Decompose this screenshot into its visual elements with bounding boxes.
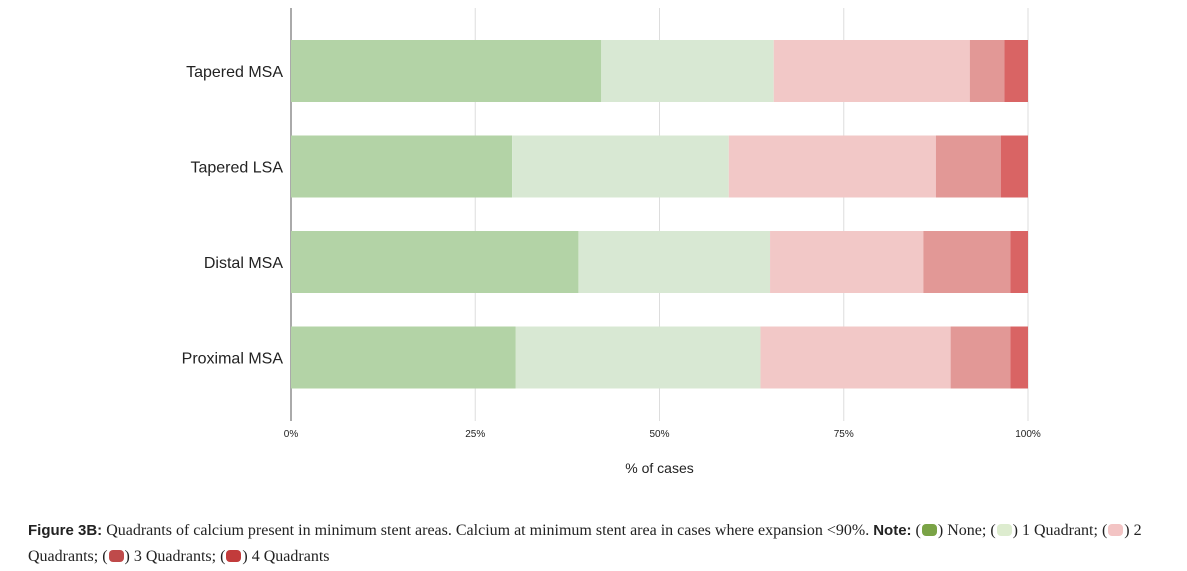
x-tick-label: 100%: [1015, 429, 1041, 440]
bar-segment-none: [291, 40, 602, 102]
legend-swatch: [921, 524, 937, 536]
legend-item: () None;: [915, 522, 991, 539]
legend-label: 1 Quadrant: [1021, 522, 1094, 539]
category-label: Distal MSA: [204, 255, 283, 272]
legend-item: () 2 Quadrants;: [28, 522, 1142, 565]
bar-segment-none: [291, 231, 579, 293]
bar-segment-4-quadrants: [1010, 231, 1028, 293]
bar-segment-3-quadrants: [923, 231, 1011, 293]
bar-segment-3-quadrants: [950, 326, 1011, 389]
category-label: Tapered MSA: [186, 64, 283, 81]
bar-segment-4-quadrants: [1000, 135, 1028, 198]
caption-lead: Figure 3B:: [28, 522, 103, 539]
bar-segment-1-quadrant: [515, 326, 761, 389]
legend-item: () 3 Quadrants;: [102, 548, 221, 565]
category-label: Proximal MSA: [182, 351, 284, 368]
legend-item: () 1 Quadrant;: [990, 522, 1102, 539]
stacked-bar-chart: 0% 25% 50% 75% 100% Tapered MSA Tapered LSA Dis…: [182, 8, 1041, 476]
legend-label: 3 Quadrants: [133, 548, 212, 565]
figure-caption: Figure 3B: Quadrants of calcium present …: [28, 518, 1178, 570]
bar-segment-4-quadrants: [1004, 40, 1028, 102]
caption-text: Quadrants of calcium present in minimum …: [102, 522, 874, 539]
bar-segment-4-quadrants: [1010, 326, 1028, 389]
legend-label: None: [947, 522, 982, 539]
bar-segment-3-quadrants: [969, 40, 1005, 102]
bar-segment-2-quadrants: [770, 231, 924, 293]
legend-swatch: [226, 550, 242, 562]
bar-segment-none: [291, 135, 513, 198]
x-tick-label: 75%: [834, 429, 854, 440]
bar-segment-2-quadrants: [728, 135, 936, 198]
caption-legend: () None; () 1 Quadrant; () 2 Quadrants; …: [28, 522, 1142, 565]
legend-label: 4 Quadrants: [251, 548, 330, 565]
category-label: Tapered LSA: [190, 160, 283, 177]
x-tick-label: 50%: [649, 429, 669, 440]
x-tick-label: 0%: [284, 429, 299, 440]
x-tick-label: 25%: [465, 429, 485, 440]
legend-swatch: [1108, 524, 1124, 536]
legend-swatch: [108, 550, 124, 562]
legend-label: 2 Quadrants: [28, 522, 1142, 565]
bar-segment-1-quadrant: [578, 231, 771, 293]
legend-swatch: [996, 524, 1012, 536]
bar-segment-2-quadrants: [773, 40, 970, 102]
bar-segment-3-quadrants: [935, 135, 1001, 198]
bar-segment-2-quadrants: [760, 326, 951, 389]
bar-segment-none: [291, 326, 516, 389]
caption-note-label: Note:: [873, 522, 912, 539]
x-axis-title: % of cases: [625, 460, 693, 476]
bar-segment-1-quadrant: [512, 135, 729, 198]
bar-segment-1-quadrant: [601, 40, 774, 102]
legend-item: () 4 Quadrants: [220, 548, 330, 565]
